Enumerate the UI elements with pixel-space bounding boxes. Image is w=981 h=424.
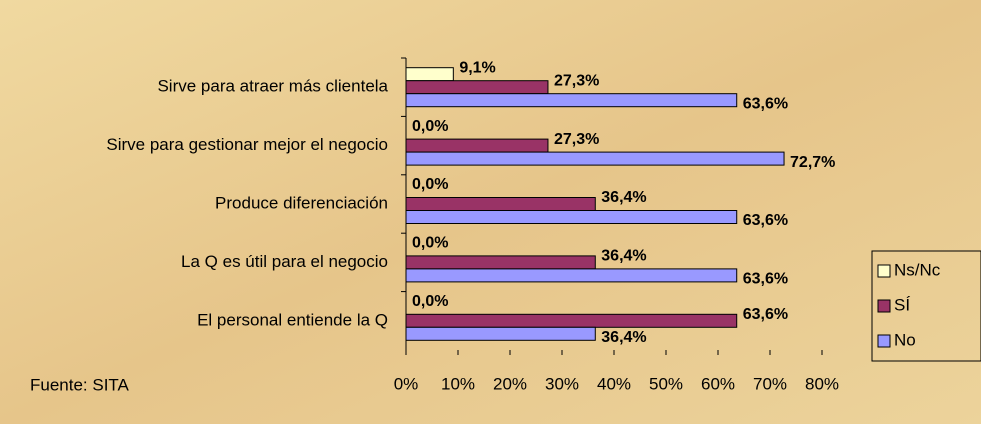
y-tick-label: La Q es útil para el negocio: [181, 252, 388, 271]
legend-swatch: [877, 264, 891, 278]
bar: [405, 210, 738, 224]
y-tick-label: Produce diferenciación: [215, 193, 388, 212]
data-label: 72,7%: [790, 154, 835, 171]
legend-swatch: [877, 299, 891, 313]
x-tick-label: 80%: [805, 374, 839, 393]
data-label: 36,4%: [601, 329, 646, 346]
data-label: 63,6%: [743, 306, 788, 323]
bar: [405, 80, 549, 95]
bar: [405, 151, 785, 166]
legend-box: [871, 250, 981, 362]
data-label: 0,0%: [412, 235, 448, 252]
y-tick-label: Sirve para atraer más clientela: [157, 77, 388, 96]
data-label: 0,0%: [412, 293, 448, 310]
bar: [405, 197, 596, 211]
legend-label: Ns/Nc: [894, 260, 941, 279]
x-tick-label: 20%: [493, 374, 527, 393]
bar: [405, 255, 596, 270]
data-label: 36,4%: [601, 189, 646, 206]
x-tick-label: 70%: [753, 374, 787, 393]
bar: [405, 326, 596, 341]
data-label: 27,3%: [554, 131, 599, 148]
data-label: 63,6%: [743, 271, 788, 288]
y-tick-label: Sirve para gestionar mejor el negocio: [106, 135, 388, 154]
x-tick-label: 0%: [394, 374, 419, 393]
y-tick-label: El personal entiende la Q: [197, 310, 388, 329]
legend-swatch: [877, 334, 891, 348]
bar: [405, 313, 738, 328]
bar: [405, 93, 738, 108]
data-label: 9,1%: [459, 59, 495, 76]
x-tick-label: 60%: [701, 374, 735, 393]
data-label: 63,6%: [743, 212, 788, 229]
source: Fuente: SITA: [30, 375, 130, 394]
bar: [405, 67, 454, 82]
x-tick-label: 40%: [597, 374, 631, 393]
data-label: 0,0%: [412, 176, 448, 193]
x-tick-label: 30%: [545, 374, 579, 393]
bar: [405, 138, 549, 153]
data-label: 0,0%: [412, 118, 448, 135]
data-label: 63,6%: [743, 95, 788, 112]
legend-label: No: [894, 330, 916, 349]
data-label: 27,3%: [554, 72, 599, 89]
x-tick-label: 10%: [441, 374, 475, 393]
data-label: 36,4%: [601, 248, 646, 265]
bar: [405, 268, 738, 283]
x-tick-label: 50%: [649, 374, 683, 393]
legend-label: SÍ: [894, 295, 910, 314]
